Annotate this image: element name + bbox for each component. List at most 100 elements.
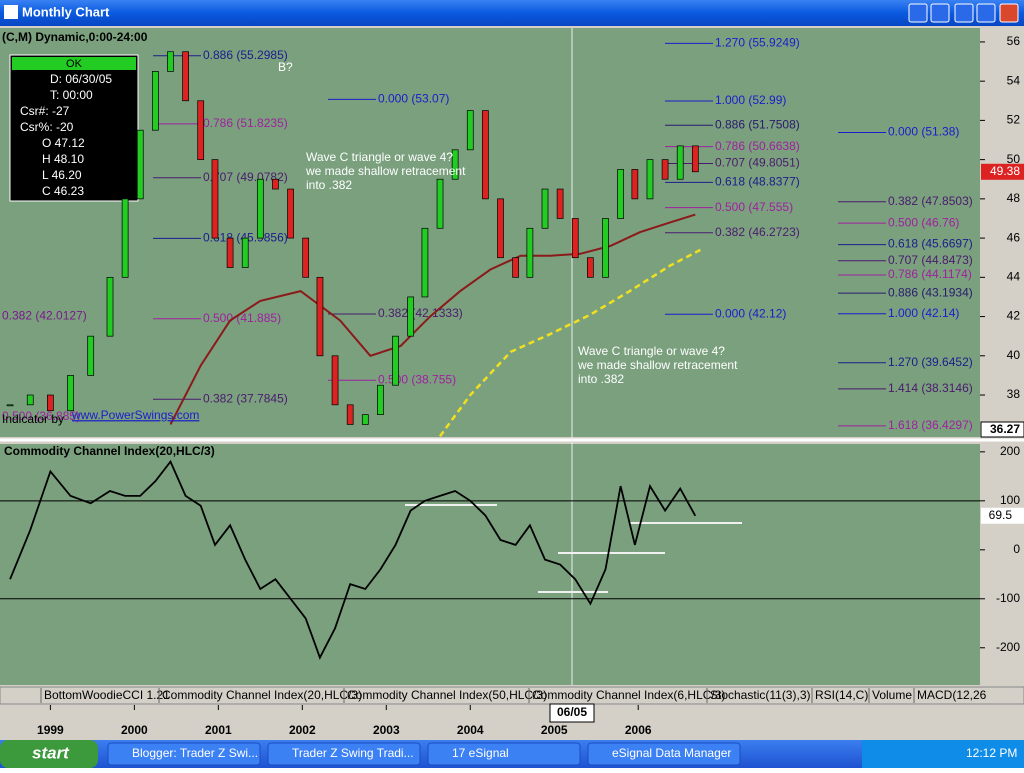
y-tick-label: 0: [1013, 542, 1020, 556]
fib-label: 1.000 (42.14): [888, 306, 959, 320]
series-line: [169, 213, 696, 425]
restore-button[interactable]: [976, 3, 996, 23]
series-line: [438, 248, 701, 437]
annotation: we made shallow retracement: [577, 358, 738, 372]
candle: [466, 110, 474, 151]
credit-link: www.PowerSwings.com: [71, 408, 199, 422]
fib-label: 1.270 (39.6452): [888, 355, 973, 369]
task-button[interactable]: [587, 742, 741, 766]
status-bar: [12, 57, 136, 70]
data-row: L 46.20: [42, 168, 82, 182]
tab-strip: [0, 686, 1024, 705]
candle: [26, 394, 34, 406]
fib-label: 0.886 (55.2985): [203, 48, 288, 62]
close-button[interactable]: [999, 3, 1019, 23]
task-button[interactable]: [427, 742, 581, 766]
candle: [152, 71, 159, 131]
candle: [316, 276, 324, 357]
fib-label: 1.270 (55.9249): [715, 36, 800, 50]
tab[interactable]: Commodity Channel Index(50,HLC/3): [347, 688, 547, 702]
fib-label: 0.500 (41.885): [203, 311, 281, 325]
task-label: Trader Z Swing Tradi...: [292, 746, 414, 760]
candle: [211, 159, 219, 239]
fib-label: 0.618 (45.6697): [888, 237, 973, 251]
fib-label: 0.786 (44.1174): [888, 267, 972, 281]
fib-label: 1.414 (38.3146): [888, 381, 973, 395]
task-button[interactable]: [107, 742, 261, 766]
x-tick-label: 2004: [457, 723, 484, 737]
tab[interactable]: Commodity Channel Index(6,HLC/3): [532, 688, 725, 702]
cursor-date: 06/05: [557, 705, 587, 719]
last-price-box: [981, 163, 1024, 180]
data-row: H 48.10: [42, 152, 84, 166]
x-tick-label: 2000: [121, 723, 148, 737]
minimize-button[interactable]: [954, 3, 974, 23]
tab[interactable]: RSI(14,C): [815, 688, 868, 702]
start-button[interactable]: [0, 740, 98, 768]
clock: 12:12 PM: [966, 746, 1017, 760]
fib-label: 0.707 (49.0782): [203, 170, 288, 184]
candle: [167, 51, 174, 72]
fib-label: 0.707 (49.8051): [715, 156, 800, 170]
candle: [497, 198, 504, 259]
candle: [87, 335, 95, 376]
fib-label: 0.500 (47.555): [715, 200, 793, 214]
candle: [226, 237, 234, 268]
data-row: Csr#: -27: [20, 104, 70, 118]
fib-label: 0.382 (37.7845): [203, 391, 288, 405]
x-tick-label: 1999: [37, 723, 64, 737]
last-price: 49.38: [990, 164, 1020, 178]
data-row: T: 00:00: [50, 88, 93, 102]
y-tick-label: 56: [1007, 34, 1021, 48]
fib-label: 0.000 (51.38): [888, 125, 959, 139]
tab[interactable]: Volume: [872, 688, 912, 702]
y-tick-label: 40: [1007, 348, 1021, 362]
task-label: Blogger: Trader Z Swi...: [132, 746, 258, 760]
fib-label: 0.500 (36.885): [2, 409, 80, 423]
candle: [541, 188, 549, 229]
scroll-button[interactable]: [908, 3, 928, 23]
tab[interactable]: MACD(12,26: [917, 688, 987, 702]
y-tick-label: 38: [1007, 387, 1021, 401]
candle: [6, 404, 14, 407]
x-tick-label: 2002: [289, 723, 316, 737]
menu-button[interactable]: [930, 3, 950, 23]
value-axis: [980, 28, 1024, 685]
candle: [121, 198, 129, 278]
candle: [617, 169, 624, 219]
cci-panel: [0, 444, 980, 685]
fib-label: 0.786 (51.8235): [203, 116, 288, 130]
fib-label: 1.000 (52.99): [715, 93, 786, 107]
tab[interactable]: BottomWoodieCCI 1.21: [44, 688, 170, 702]
candle: [526, 227, 534, 278]
tab[interactable]: Commodity Channel Index(20,HLC/3): [162, 688, 362, 702]
candle: [302, 237, 310, 278]
candle: [346, 404, 354, 425]
candle: [661, 159, 669, 180]
candle: [182, 51, 189, 102]
y-tick-label: 46: [1007, 230, 1021, 244]
cursor-price-box: [980, 421, 1024, 438]
cursor-date-box: [549, 703, 595, 723]
app-icon: [4, 5, 18, 19]
task-button[interactable]: [267, 742, 421, 766]
fib-label: 0.382 (42.0127): [2, 308, 87, 322]
annotation: Wave C triangle or wave 4?: [306, 150, 453, 164]
candle: [106, 276, 114, 337]
x-tick-label: 2006: [625, 723, 652, 737]
candle: [436, 178, 444, 229]
data-row: D: 06/30/05: [50, 72, 112, 86]
start-label: start: [32, 743, 70, 762]
candle: [361, 414, 369, 425]
candle: [631, 169, 639, 200]
candle: [392, 335, 399, 386]
fib-label: 0.786 (50.6638): [715, 139, 800, 153]
candle: [241, 237, 249, 268]
candle: [272, 178, 279, 190]
status: OK: [66, 58, 83, 70]
candle: [197, 100, 205, 160]
tab[interactable]: Stochastic(11(3),3): [710, 688, 810, 702]
annotation: we made shallow retracement: [305, 164, 466, 178]
task-label: eSignal Data Manager: [612, 746, 731, 760]
